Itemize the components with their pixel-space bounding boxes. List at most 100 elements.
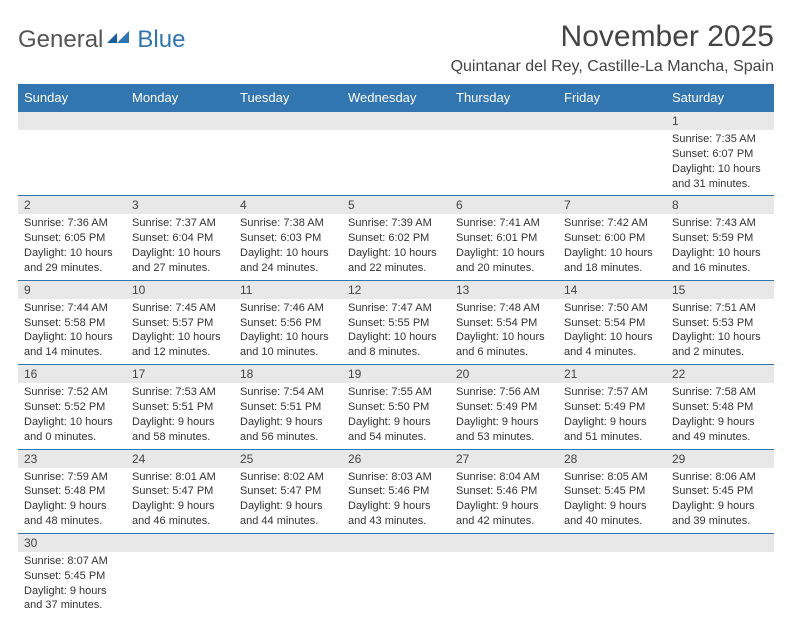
day-detail-cell: Sunrise: 7:38 AMSunset: 6:03 PMDaylight:… — [234, 214, 342, 280]
detail-line: Sunset: 5:51 PM — [240, 400, 336, 415]
detail-line: Sunrise: 7:54 AM — [240, 385, 336, 400]
day-detail-cell: Sunrise: 7:35 AMSunset: 6:07 PMDaylight:… — [666, 130, 774, 196]
detail-line: Daylight: 10 hours — [348, 330, 444, 345]
detail-line: Sunset: 5:50 PM — [348, 400, 444, 415]
detail-line: Sunrise: 7:44 AM — [24, 301, 120, 316]
day-detail-cell: Sunrise: 8:07 AMSunset: 5:45 PMDaylight:… — [18, 552, 126, 617]
day-detail-cell: Sunrise: 7:37 AMSunset: 6:04 PMDaylight:… — [126, 214, 234, 280]
detail-row: Sunrise: 7:52 AMSunset: 5:52 PM Daylight:… — [18, 383, 774, 449]
detail-line: and 29 minutes. — [24, 261, 120, 276]
detail-line: and 2 minutes. — [672, 345, 768, 360]
day-number-cell: 7 — [558, 196, 666, 215]
day-detail-cell — [450, 552, 558, 617]
day-detail-cell: Sunrise: 7:50 AMSunset: 5:54 PMDaylight:… — [558, 299, 666, 365]
detail-line: and 56 minutes. — [240, 430, 336, 445]
day-detail-cell — [558, 130, 666, 196]
detail-line: Daylight: 10 hours — [672, 330, 768, 345]
detail-line: Sunrise: 7:35 AM — [672, 132, 768, 147]
detail-line: and 18 minutes. — [564, 261, 660, 276]
detail-line: and 44 minutes. — [240, 514, 336, 529]
day-header: Friday — [558, 84, 666, 112]
day-number-cell — [666, 533, 774, 552]
detail-line: Sunrise: 7:39 AM — [348, 216, 444, 231]
detail-line: Sunrise: 8:03 AM — [348, 470, 444, 485]
day-number-cell: 21 — [558, 365, 666, 384]
calendar-table: SundayMondayTuesdayWednesdayThursdayFrid… — [18, 84, 774, 617]
detail-line: Daylight: 10 hours — [240, 330, 336, 345]
day-detail-cell: Sunrise: 8:05 AMSunset: 5:45 PMDaylight:… — [558, 468, 666, 534]
detail-line: Sunset: 5:47 PM — [132, 484, 228, 499]
detail-line: Daylight: 9 hours — [132, 499, 228, 514]
day-number-cell — [450, 112, 558, 131]
detail-line: Daylight: 10 hours — [132, 246, 228, 261]
detail-line: Sunset: 6:02 PM — [348, 231, 444, 246]
day-detail-cell — [234, 552, 342, 617]
day-number-cell: 23 — [18, 449, 126, 468]
day-detail-cell: Sunrise: 7:48 AMSunset: 5:54 PMDaylight:… — [450, 299, 558, 365]
detail-line: Sunrise: 7:45 AM — [132, 301, 228, 316]
detail-line: Sunrise: 8:04 AM — [456, 470, 552, 485]
detail-line: Sunrise: 7:48 AM — [456, 301, 552, 316]
logo-general: General — [18, 26, 103, 54]
detail-line: Sunset: 5:57 PM — [132, 316, 228, 331]
detail-line: and 27 minutes. — [132, 261, 228, 276]
day-detail-cell: Sunrise: 7:59 AMSunset: 5:48 PMDaylight:… — [18, 468, 126, 534]
day-number-cell — [558, 533, 666, 552]
detail-line: Daylight: 10 hours — [672, 162, 768, 177]
day-detail-cell — [18, 130, 126, 196]
logo-blue: Blue — [137, 26, 185, 54]
detail-line: Sunrise: 8:05 AM — [564, 470, 660, 485]
detail-line: Sunrise: 8:02 AM — [240, 470, 336, 485]
detail-line: Sunset: 5:59 PM — [672, 231, 768, 246]
detail-line: Sunset: 5:48 PM — [672, 400, 768, 415]
detail-line: Daylight: 10 hours — [348, 246, 444, 261]
detail-line: Sunrise: 7:57 AM — [564, 385, 660, 400]
detail-row: Sunrise: 7:36 AMSunset: 6:05 PMDaylight:… — [18, 214, 774, 280]
detail-line: Sunset: 6:01 PM — [456, 231, 552, 246]
detail-line: Sunrise: 7:36 AM — [24, 216, 120, 231]
day-number-cell: 30 — [18, 533, 126, 552]
detail-line: and 6 minutes. — [456, 345, 552, 360]
detail-line: Daylight: 9 hours — [240, 415, 336, 430]
detail-line: and 54 minutes. — [348, 430, 444, 445]
day-detail-cell — [126, 130, 234, 196]
day-detail-cell — [342, 130, 450, 196]
detail-line: Sunset: 5:52 PM — [24, 400, 120, 415]
day-detail-cell — [450, 130, 558, 196]
day-number-cell — [126, 533, 234, 552]
detail-row: Sunrise: 7:59 AMSunset: 5:48 PMDaylight:… — [18, 468, 774, 534]
day-detail-cell: Sunrise: 7:36 AMSunset: 6:05 PMDaylight:… — [18, 214, 126, 280]
day-number-cell — [450, 533, 558, 552]
detail-line: Daylight: 10 hours — [672, 246, 768, 261]
detail-line: Daylight: 10 hours — [564, 246, 660, 261]
detail-line: and 49 minutes. — [672, 430, 768, 445]
day-detail-cell: Sunrise: 8:01 AMSunset: 5:47 PMDaylight:… — [126, 468, 234, 534]
day-detail-cell: Sunrise: 7:53 AMSunset: 5:51 PMDaylight:… — [126, 383, 234, 449]
day-detail-cell — [342, 552, 450, 617]
day-detail-cell: Sunrise: 7:47 AMSunset: 5:55 PMDaylight:… — [342, 299, 450, 365]
daynum-row: 16171819202122 — [18, 365, 774, 384]
detail-line: and 48 minutes. — [24, 514, 120, 529]
detail-line: Sunset: 5:56 PM — [240, 316, 336, 331]
detail-line: Sunrise: 7:51 AM — [672, 301, 768, 316]
detail-line: Sunset: 5:46 PM — [456, 484, 552, 499]
detail-line: Sunrise: 7:43 AM — [672, 216, 768, 231]
detail-line: Sunset: 5:51 PM — [132, 400, 228, 415]
daynum-row: 9101112131415 — [18, 280, 774, 299]
detail-line: and 0 minutes. — [24, 430, 120, 445]
detail-line: Sunrise: 7:50 AM — [564, 301, 660, 316]
detail-line: Sunset: 5:45 PM — [24, 569, 120, 584]
detail-line: Daylight: 9 hours — [348, 415, 444, 430]
daynum-row: 2345678 — [18, 196, 774, 215]
detail-line: Sunrise: 7:42 AM — [564, 216, 660, 231]
detail-line: and 12 minutes. — [132, 345, 228, 360]
detail-line: Sunset: 6:00 PM — [564, 231, 660, 246]
day-number-cell: 13 — [450, 280, 558, 299]
detail-line: Sunrise: 7:52 AM — [24, 385, 120, 400]
header: General Blue November 2025 Quintanar del… — [18, 20, 774, 76]
day-detail-cell: Sunrise: 7:46 AMSunset: 5:56 PMDaylight:… — [234, 299, 342, 365]
day-detail-cell — [666, 552, 774, 617]
day-number-cell: 22 — [666, 365, 774, 384]
detail-line: Sunrise: 7:38 AM — [240, 216, 336, 231]
day-number-cell: 24 — [126, 449, 234, 468]
